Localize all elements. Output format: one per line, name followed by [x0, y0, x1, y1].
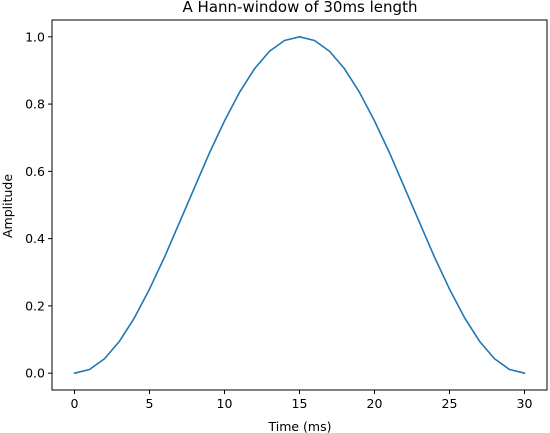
y-axis-label: Amplitude [0, 174, 15, 238]
x-tick-label: 15 [292, 396, 308, 411]
y-axis-ticks: 0.0 0.2 0.4 0.6 0.8 1.0 [25, 29, 52, 381]
series-layer [73, 36, 526, 374]
plot-area: 0 5 10 15 20 25 30 0.0 0.2 0.4 0.6 0.8 1.0 [25, 19, 548, 411]
x-axis-label: Time (ms) [267, 419, 331, 433]
x-tick-label: 0 [71, 396, 79, 411]
x-tick-label: 30 [517, 396, 533, 411]
y-tick-label: 1.0 [25, 29, 45, 44]
x-axis-ticks: 0 5 10 15 20 25 30 [71, 390, 533, 411]
y-tick-label: 0.8 [25, 97, 45, 112]
y-tick-label: 0.2 [25, 298, 45, 313]
chart-title: A Hann-window of 30ms length [183, 0, 418, 16]
y-tick-label: 0.0 [25, 366, 45, 381]
x-tick-label: 20 [367, 396, 383, 411]
x-tick-label: 5 [146, 396, 154, 411]
series-line [73, 36, 526, 374]
x-tick-label: 25 [442, 396, 458, 411]
y-tick-label: 0.6 [25, 164, 45, 179]
x-tick-label: 10 [217, 396, 233, 411]
y-tick-label: 0.4 [25, 231, 45, 246]
